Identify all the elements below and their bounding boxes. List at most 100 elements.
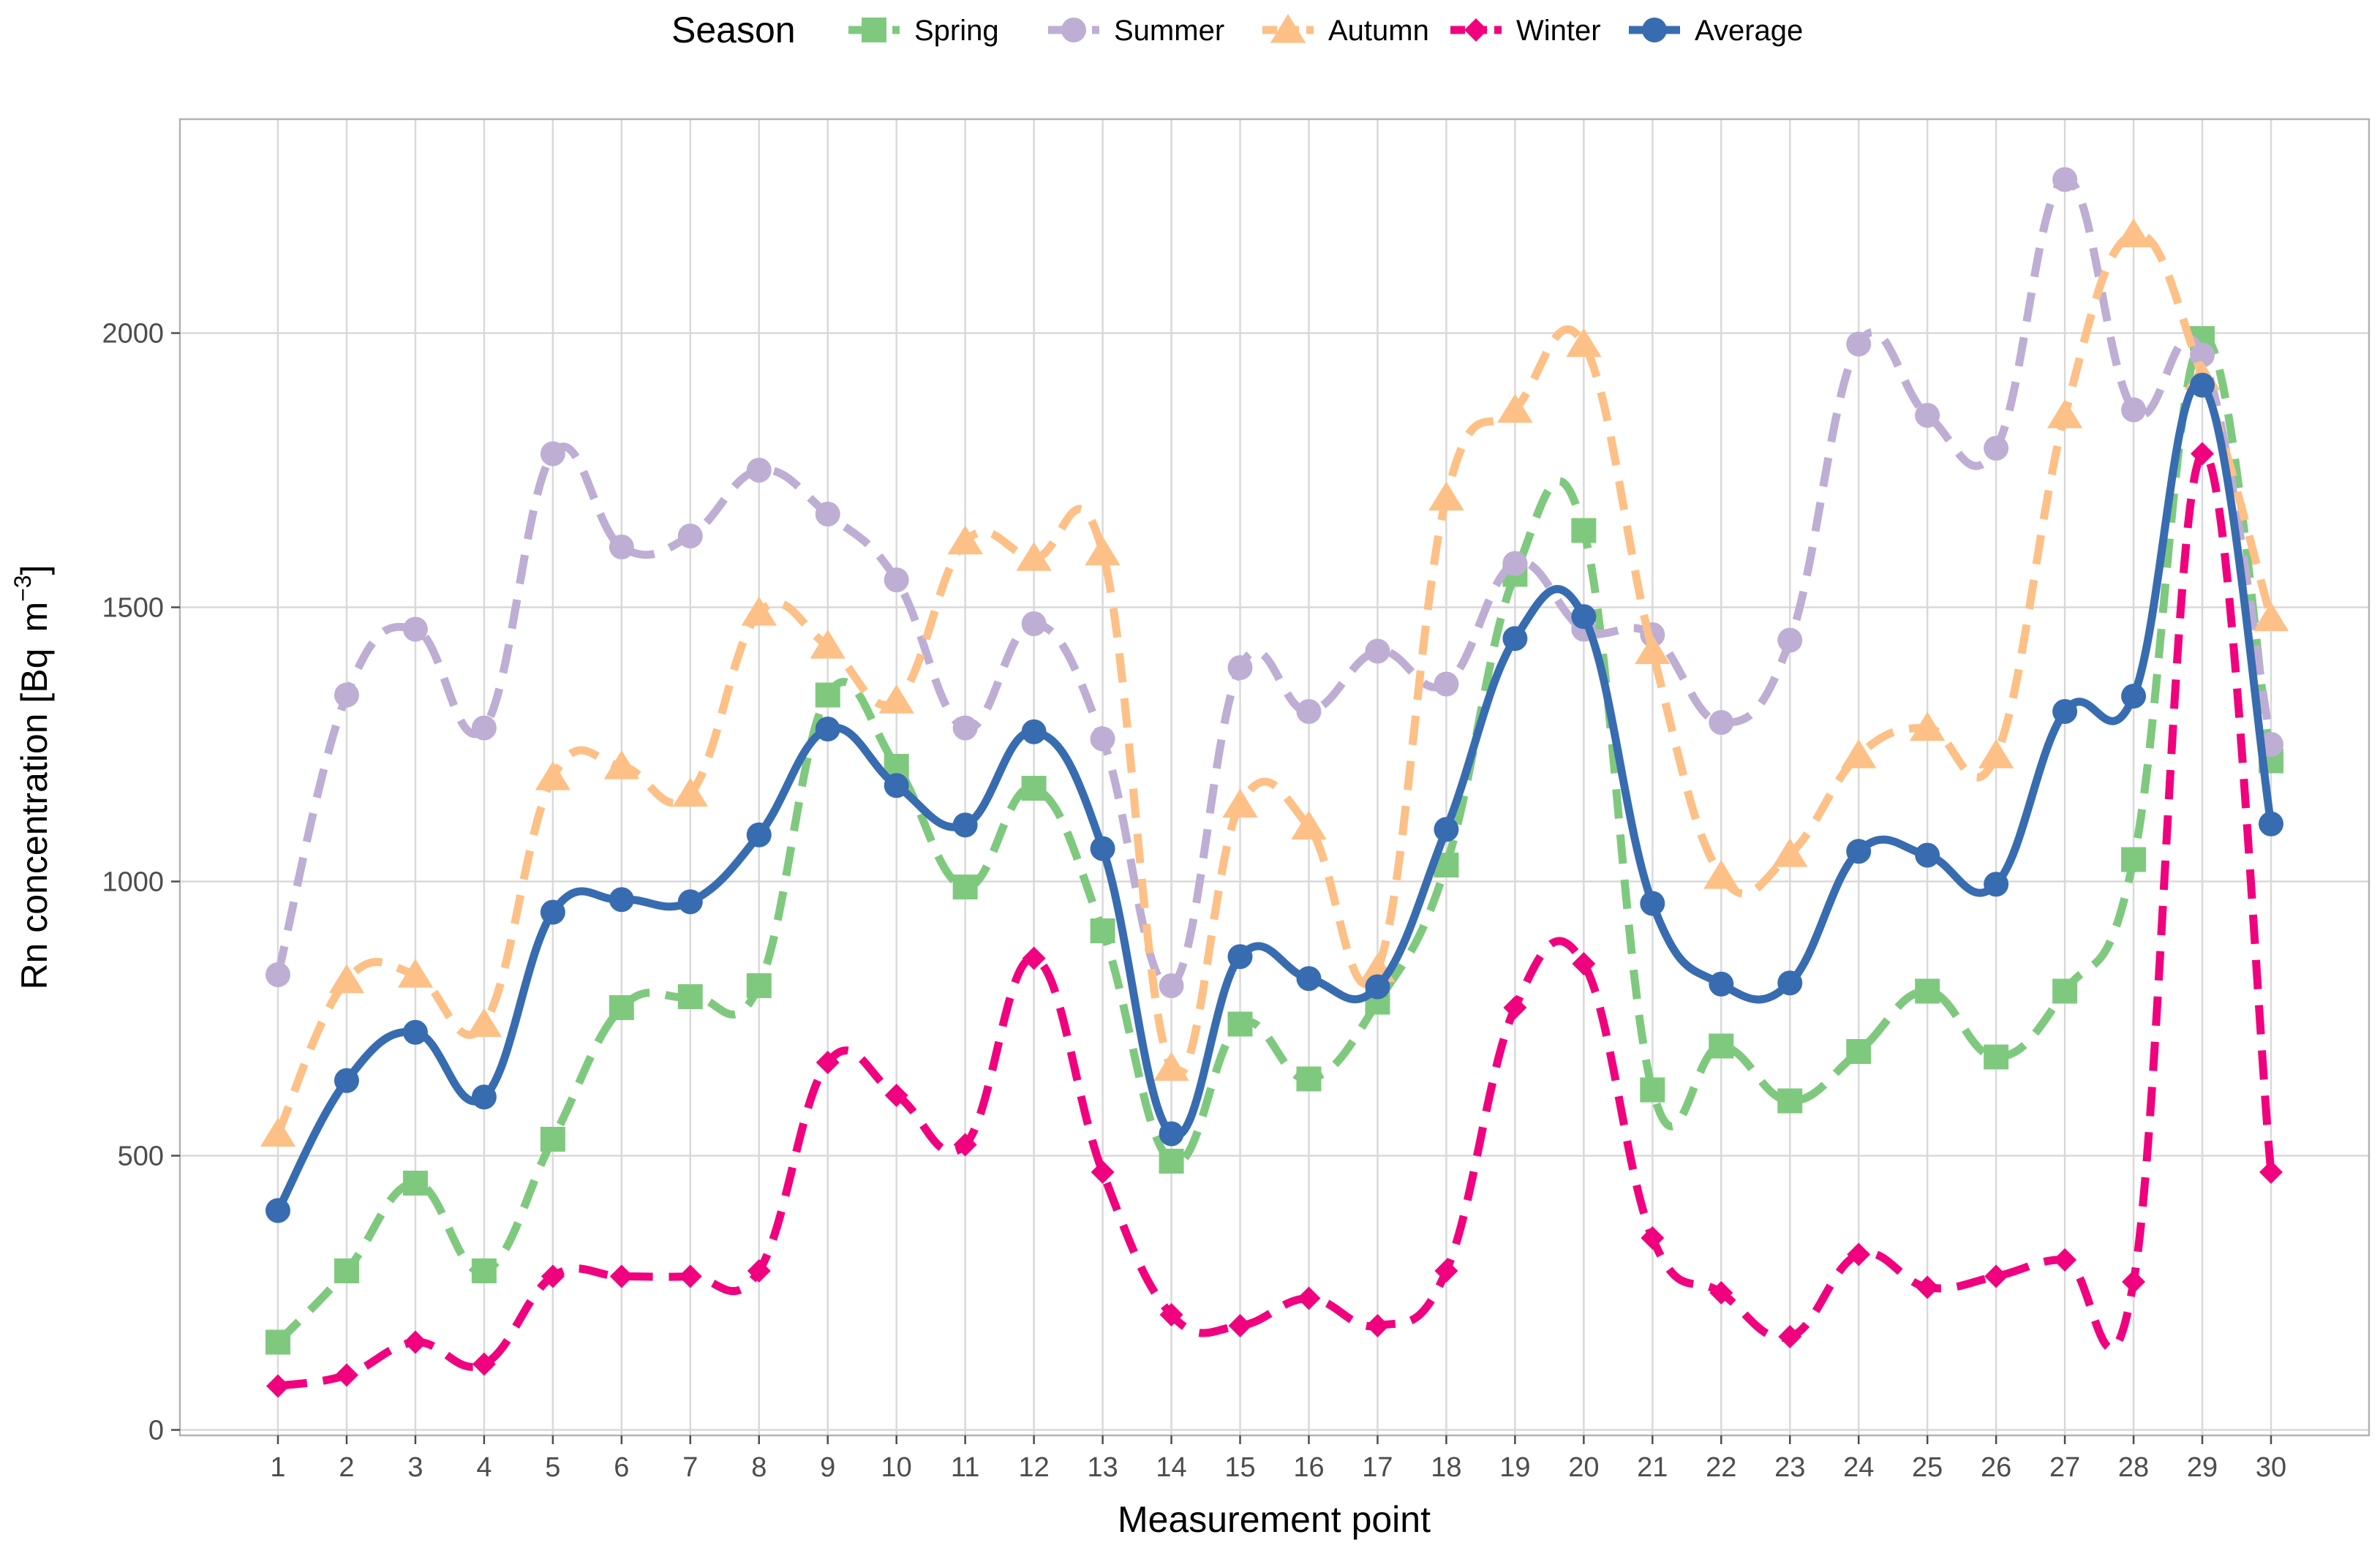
point-autumn-19 — [1497, 393, 1533, 423]
point-spring-25 — [1915, 978, 1940, 1004]
point-winter-7 — [678, 1264, 702, 1288]
point-average-15 — [1227, 944, 1253, 970]
point-autumn-15 — [1222, 788, 1258, 818]
point-spring-5 — [540, 1127, 565, 1152]
series-line-autumn — [274, 230, 2275, 1136]
point-average-30 — [2259, 811, 2283, 837]
point-spring-22 — [1709, 1033, 1734, 1059]
legend-swatch-marker-average — [1642, 18, 1667, 42]
point-winter-30 — [2259, 1160, 2283, 1184]
point-autumn-20 — [1566, 328, 1602, 358]
point-average-8 — [746, 822, 772, 847]
series-average — [266, 372, 2283, 1223]
point-average-20 — [1571, 604, 1597, 630]
axes: 1 2 3 4 5 6 7 8 9 10 11 12 13 14 15 16 17 18 19 20 21 22 23 24 2… — [102, 319, 2286, 1484]
point-winter-6 — [609, 1264, 633, 1288]
point-winter-9 — [816, 1051, 840, 1074]
point-winter-10 — [884, 1084, 908, 1107]
point-spring-9 — [815, 682, 840, 708]
point-average-16 — [1296, 966, 1322, 992]
point-autumn-4 — [466, 1008, 502, 1038]
point-average-26 — [1984, 872, 2009, 897]
point-autumn-7 — [672, 777, 708, 807]
x-tick-label: 10 — [881, 1452, 912, 1483]
x-tick-label: 25 — [1912, 1452, 1943, 1483]
point-autumn-10 — [878, 684, 914, 714]
point-summer-5 — [540, 441, 565, 467]
point-spring-24 — [1846, 1039, 1872, 1064]
legend-label-winter: Winter — [1516, 15, 1601, 47]
point-average-23 — [1777, 970, 1803, 996]
point-spring-12 — [1021, 776, 1047, 801]
series-line-average — [274, 379, 2275, 1215]
point-summer-10 — [884, 567, 909, 592]
point-average-24 — [1846, 839, 1872, 864]
point-average-27 — [2052, 699, 2078, 724]
point-spring-11 — [952, 875, 978, 899]
point-summer-2 — [334, 682, 359, 708]
point-winter-4 — [472, 1352, 496, 1376]
x-tick-label: 5 — [545, 1452, 560, 1483]
point-winter-27 — [2053, 1248, 2077, 1272]
y-axis-title-exponent: −3 — [10, 575, 36, 601]
point-autumn-21 — [1635, 635, 1671, 665]
x-tick-label: 15 — [1224, 1452, 1255, 1483]
point-average-3 — [402, 1019, 428, 1045]
point-autumn-13 — [1085, 536, 1121, 566]
point-winter-17 — [1366, 1314, 1390, 1337]
point-average-22 — [1709, 971, 1734, 997]
point-spring-26 — [1984, 1044, 2009, 1070]
legend-item-spring: Spring — [848, 15, 999, 47]
y-axis-title-unit: m — [14, 602, 55, 633]
point-autumn-22 — [1703, 860, 1739, 889]
point-spring-6 — [609, 995, 634, 1020]
point-autumn-28 — [2115, 218, 2152, 248]
x-tick-label: 2 — [339, 1452, 354, 1483]
point-summer-11 — [952, 715, 978, 741]
point-autumn-30 — [2253, 602, 2289, 632]
series-spring — [266, 326, 2283, 1355]
point-autumn-25 — [1909, 711, 1946, 741]
x-tick-label: 17 — [1362, 1452, 1393, 1483]
point-winter-13 — [1091, 1160, 1115, 1184]
gridlines — [180, 119, 2369, 1435]
x-tick-label: 7 — [682, 1452, 698, 1483]
series-line-summer — [274, 175, 2275, 991]
point-spring-4 — [471, 1258, 497, 1283]
point-average-10 — [884, 773, 909, 798]
x-tick-label: 26 — [1981, 1452, 2011, 1483]
point-summer-19 — [1502, 551, 1528, 576]
point-summer-27 — [2052, 167, 2078, 192]
point-average-13 — [1090, 836, 1115, 861]
point-autumn-16 — [1291, 810, 1327, 840]
point-summer-8 — [746, 458, 772, 483]
x-tick-label: 6 — [614, 1452, 629, 1483]
point-summer-24 — [1846, 331, 1872, 357]
y-tick-label: 500 — [118, 1141, 164, 1172]
point-winter-2 — [334, 1363, 358, 1387]
point-average-19 — [1502, 626, 1528, 652]
point-winter-5 — [541, 1264, 565, 1288]
series-winter — [266, 442, 2283, 1398]
point-average-1 — [266, 1198, 290, 1223]
series-line-winter — [277, 449, 2275, 1390]
point-winter-14 — [1159, 1303, 1183, 1326]
point-average-9 — [815, 717, 840, 741]
point-spring-8 — [746, 973, 772, 998]
point-average-14 — [1159, 1121, 1184, 1147]
point-spring-1 — [266, 1329, 290, 1355]
legend-item-autumn: Autumn — [1262, 14, 1429, 47]
point-spring-28 — [2121, 847, 2147, 872]
point-average-29 — [2190, 372, 2215, 398]
legend-label-autumn: Autumn — [1328, 15, 1429, 47]
point-summer-17 — [1365, 638, 1390, 664]
y-axis-title-close: ] — [14, 565, 55, 575]
x-tick-label: 19 — [1499, 1452, 1530, 1483]
point-autumn-8 — [741, 597, 777, 626]
point-average-25 — [1915, 842, 1940, 868]
point-autumn-26 — [1978, 739, 2014, 769]
point-winter-24 — [1847, 1242, 1871, 1266]
x-tick-label: 21 — [1637, 1452, 1668, 1483]
point-winter-1 — [266, 1374, 290, 1398]
legend-swatch-marker-winter — [1464, 18, 1488, 42]
